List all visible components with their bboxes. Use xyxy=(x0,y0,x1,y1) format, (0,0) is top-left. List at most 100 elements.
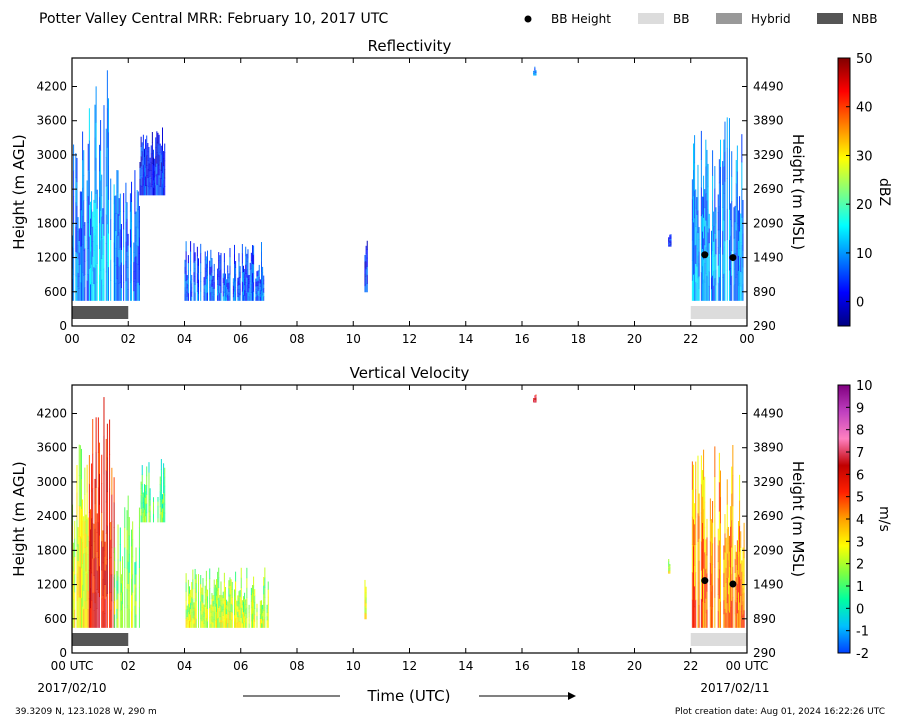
echo-cell xyxy=(364,254,366,262)
echo-cell xyxy=(742,574,744,588)
echo-cell xyxy=(738,240,739,256)
echo-cell xyxy=(228,277,230,283)
echo-cell xyxy=(134,562,136,574)
echo-cell xyxy=(113,261,115,282)
echo-cell xyxy=(153,517,154,523)
echo-cell xyxy=(238,591,240,598)
echo-cell xyxy=(725,567,727,584)
echo-cell xyxy=(535,74,537,76)
echo-cell xyxy=(83,571,85,591)
echo-cell xyxy=(140,501,142,509)
echo-cell xyxy=(229,577,231,587)
echo-cell xyxy=(740,563,742,580)
echo-cell xyxy=(141,493,143,504)
echo-cell xyxy=(711,609,712,628)
echo-cell xyxy=(81,478,82,509)
echo-cell xyxy=(148,501,150,513)
echo-cell xyxy=(257,270,259,276)
echo-cell xyxy=(724,240,726,272)
echo-cell xyxy=(83,150,85,176)
echo-cell xyxy=(78,276,80,289)
echo-cell xyxy=(742,560,744,575)
echo-cell xyxy=(226,622,228,628)
echo-cell xyxy=(100,120,102,151)
echo-cell xyxy=(184,293,186,301)
echo-cell xyxy=(153,172,154,181)
echo-cell xyxy=(145,185,147,196)
echo-region xyxy=(364,240,368,293)
echo-cell xyxy=(76,181,78,206)
echo-cell xyxy=(237,289,239,294)
echo-cell xyxy=(133,271,135,282)
echo-cell xyxy=(740,228,742,243)
echo-cell xyxy=(220,284,222,293)
echo-cell xyxy=(106,593,108,628)
echo-cell xyxy=(248,612,250,617)
x-tick-label: 06 xyxy=(233,659,248,673)
echo-cell xyxy=(157,184,159,196)
echo-cell xyxy=(135,560,137,575)
echo-cell xyxy=(159,169,161,179)
echo-cell xyxy=(231,581,233,591)
echo-cell xyxy=(135,241,137,257)
echo-cell xyxy=(148,492,150,503)
x-tick-label: 22 xyxy=(683,332,698,346)
echo-cell xyxy=(714,255,716,279)
echo-cell xyxy=(694,272,696,301)
echo-cell xyxy=(252,592,253,600)
echo-cell xyxy=(364,579,366,587)
echo-cell xyxy=(263,576,265,586)
echo-cell xyxy=(220,252,222,262)
echo-cell xyxy=(256,276,258,282)
echo-cell xyxy=(731,275,733,301)
echo-cell xyxy=(118,232,120,250)
echo-cell xyxy=(365,592,367,598)
echo-cell xyxy=(255,285,257,290)
echo-cell xyxy=(700,187,702,217)
echo-cell xyxy=(95,417,97,453)
echo-cell xyxy=(116,608,118,619)
echo-cell xyxy=(246,587,248,599)
echo-cell xyxy=(76,276,78,301)
echo-cell xyxy=(694,606,696,628)
echo-cell xyxy=(87,517,89,537)
echo-cell xyxy=(534,399,536,402)
echo-cell xyxy=(129,193,131,212)
echo-cell xyxy=(87,169,89,197)
echo-cell xyxy=(235,260,237,269)
echo-cell xyxy=(717,545,719,563)
echo-cell xyxy=(694,217,696,246)
echo-cell xyxy=(78,444,80,476)
echo-cell xyxy=(209,568,211,579)
echo-cell xyxy=(82,187,84,217)
y-tick-label-right: 2690 xyxy=(753,509,784,523)
echo-cell xyxy=(83,516,85,536)
echo-cell xyxy=(237,611,239,618)
echo-cell xyxy=(535,70,537,73)
echo-cell xyxy=(144,490,145,498)
echo-cell xyxy=(122,615,124,628)
echo-cell xyxy=(241,272,243,283)
echo-cell xyxy=(79,445,81,477)
plot-background xyxy=(72,58,747,326)
colorbar-tick-label: 40 xyxy=(856,101,873,116)
echo-cell xyxy=(94,235,96,269)
echo-cell xyxy=(239,602,241,610)
y-tick-label-right: 290 xyxy=(753,646,776,660)
echo-cell xyxy=(109,488,111,524)
echo-cell xyxy=(245,246,247,257)
echo-cell xyxy=(238,276,240,286)
echo-cell xyxy=(700,512,702,542)
echo-cell xyxy=(702,283,703,301)
echo-cell xyxy=(84,574,86,602)
echo-cell xyxy=(115,230,117,249)
echo-cell xyxy=(74,574,76,593)
echo-cell xyxy=(76,492,78,520)
echo-cell xyxy=(158,144,160,156)
echo-cell xyxy=(698,515,700,539)
echo-cell xyxy=(712,501,714,523)
echo-cell xyxy=(726,528,728,554)
echo-region xyxy=(668,234,672,247)
echo-cell xyxy=(111,494,113,522)
echo-cell xyxy=(697,277,699,301)
